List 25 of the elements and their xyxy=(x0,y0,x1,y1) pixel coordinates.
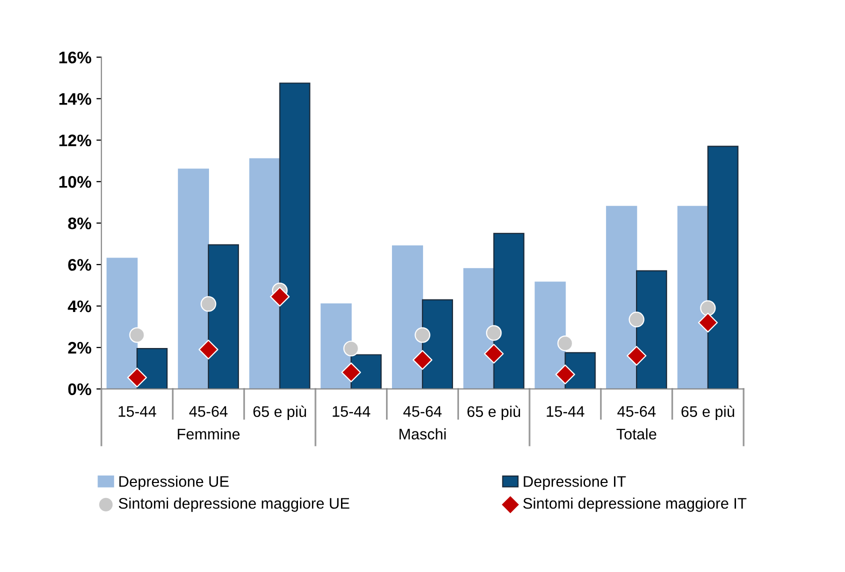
legend-label: Depressione IT xyxy=(524,476,626,490)
y-tick-label: 2% xyxy=(68,342,92,354)
x-tick-label: 45-64 xyxy=(617,406,656,417)
text: Femmine xyxy=(178,428,240,440)
x-tick-label: 45-64 xyxy=(403,406,442,417)
y-tick-label: 8% xyxy=(68,217,92,230)
x-tick-label: 65 e più xyxy=(682,406,734,420)
text: Maschi xyxy=(400,428,446,440)
x-tick-label: 15-44 xyxy=(332,406,370,417)
legend-label: Sintomi depressione maggiore IT xyxy=(523,498,746,512)
x-tick-label: 65 e più xyxy=(253,406,306,420)
y-tick-label: 4% xyxy=(68,300,92,312)
y-tick-label: 0% xyxy=(68,383,92,396)
y-tick-label: 6% xyxy=(68,258,92,271)
x-tick-label: 65 e più xyxy=(467,406,520,420)
legend-label: Sintomi depressione maggiore UE xyxy=(118,498,350,512)
x-tick-label: 45-64 xyxy=(189,406,228,417)
text: Totale xyxy=(616,428,656,440)
x-tick-label: 15-44 xyxy=(118,406,156,417)
y-tick-label: 14% xyxy=(59,93,92,105)
x-tick-label: 15-44 xyxy=(546,406,584,417)
legend-label: Depressione UE xyxy=(119,476,229,490)
y-tick-label: 12% xyxy=(59,134,92,146)
y-tick-label: 10% xyxy=(59,176,92,188)
y-tick-label: 16% xyxy=(59,52,92,64)
